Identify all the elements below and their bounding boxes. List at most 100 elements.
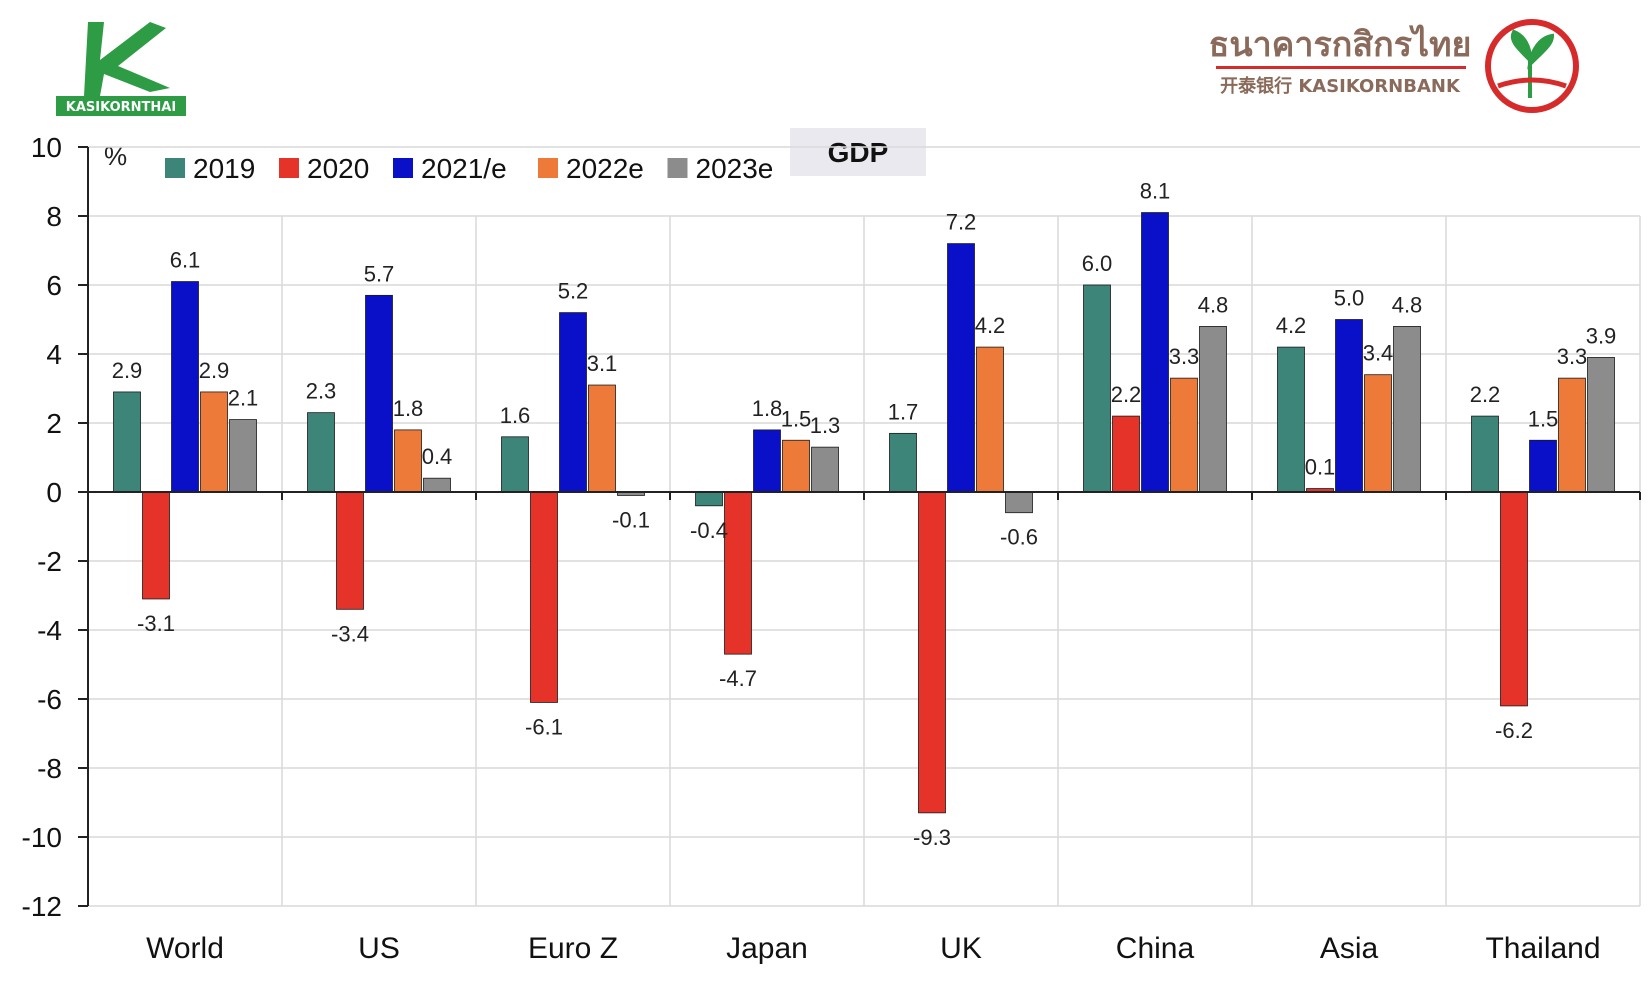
x-tick-label: Thailand	[1485, 932, 1600, 965]
legend-label: 2019	[193, 153, 255, 184]
data-label: 6.0	[1082, 251, 1113, 276]
bar	[1335, 319, 1363, 493]
data-label: 0.4	[422, 444, 453, 469]
data-label: 6.1	[170, 248, 201, 273]
kasikornbank-thai-name: ธนาคารกสิกรไทย	[1209, 24, 1472, 65]
bar	[1558, 377, 1586, 493]
bar	[336, 491, 364, 610]
kasikornthai-logo-text: KASIKORNTHAI	[66, 100, 176, 115]
data-label: 2.9	[199, 358, 230, 383]
bar	[1083, 284, 1111, 493]
y-tick-label: -6	[37, 684, 62, 715]
bar	[113, 391, 141, 493]
data-label: -4.7	[719, 666, 757, 691]
data-label: 1.5	[781, 406, 812, 431]
x-tick-label: Asia	[1320, 932, 1379, 965]
y-tick-label: 0	[46, 477, 62, 508]
bar	[976, 346, 1004, 493]
y-tick-label: -8	[37, 753, 62, 784]
data-label: -3.4	[331, 621, 369, 646]
bars-layer	[113, 212, 1615, 814]
data-label: 2.3	[306, 379, 337, 404]
bar	[1500, 491, 1528, 707]
kasikornthai-logo: KASIKORNTHAI	[56, 22, 186, 116]
bar	[918, 491, 946, 814]
bar	[142, 491, 170, 600]
data-label: 5.2	[558, 279, 589, 304]
chart-title: GDP	[828, 137, 889, 168]
data-label: 1.6	[500, 403, 531, 428]
data-label: 2.2	[1470, 382, 1501, 407]
grid-layer	[88, 146, 1641, 907]
bar	[365, 294, 393, 493]
y-tick-label: -10	[22, 822, 62, 853]
legend-swatch	[538, 158, 558, 178]
x-tick-label: US	[358, 932, 400, 965]
data-label: 7.2	[946, 210, 977, 235]
legend-swatch	[165, 158, 185, 178]
y-tick-label: 10	[31, 132, 62, 163]
bar	[559, 312, 587, 493]
data-label: 3.3	[1169, 344, 1200, 369]
data-label: -0.4	[690, 518, 728, 543]
bar	[1199, 325, 1227, 493]
legend-label: 2023e	[696, 153, 774, 184]
y-tick-label: 8	[46, 201, 62, 232]
data-label: 1.3	[810, 413, 841, 438]
bar	[200, 391, 228, 493]
legend-swatch	[279, 158, 299, 178]
data-label: 2.9	[112, 358, 143, 383]
data-label: -6.1	[525, 714, 563, 739]
data-label: -6.2	[1495, 718, 1533, 743]
bar	[1393, 325, 1421, 493]
chart-title-box	[790, 128, 926, 176]
kasikornbank-sub-name: 开泰银行 KASIKORNBANK	[1220, 75, 1461, 97]
data-label: 1.7	[888, 399, 919, 424]
bar	[1112, 415, 1140, 493]
bar	[724, 491, 752, 655]
data-label: 3.4	[1363, 341, 1394, 366]
kasikornbank-logo: ธนาคารกสิกรไทย 开泰银行 KASIKORNBANK	[1209, 19, 1579, 113]
bar	[501, 436, 529, 493]
data-label: 8.1	[1140, 179, 1171, 204]
x-tick-label: World	[146, 932, 224, 965]
data-label: 5.7	[364, 261, 395, 286]
legend-swatch	[393, 158, 413, 178]
bar	[695, 491, 723, 507]
x-tick-label: Euro Z	[528, 932, 618, 965]
bar	[1471, 415, 1499, 493]
bar	[782, 439, 810, 493]
legend-label: 2021/e	[421, 153, 507, 184]
x-tick-label: Japan	[726, 932, 808, 965]
bar	[229, 419, 257, 493]
legend-label: 2022e	[566, 153, 644, 184]
data-label: 4.2	[1276, 313, 1307, 338]
y-tick-label: -4	[37, 615, 62, 646]
data-label: 5.0	[1334, 286, 1365, 311]
x-tick-label: China	[1116, 932, 1195, 965]
data-label: 4.8	[1392, 292, 1423, 317]
y-tick-label: 2	[46, 408, 62, 439]
data-label: 1.8	[752, 396, 783, 421]
legend: 2019 2020 2021/e 2022e 2023e	[165, 153, 773, 184]
bar	[171, 281, 199, 493]
bar	[947, 243, 975, 493]
bar	[889, 432, 917, 493]
data-label: 4.8	[1198, 292, 1229, 317]
bar	[753, 429, 781, 493]
bar	[1587, 357, 1615, 493]
bar	[394, 429, 422, 493]
data-label: -0.1	[612, 507, 650, 532]
data-label: 1.5	[1528, 406, 1559, 431]
bar	[530, 491, 558, 703]
y-tick-label: -12	[22, 891, 62, 922]
bar	[1141, 212, 1169, 493]
data-label: 2.1	[228, 386, 259, 411]
axis-layer: 10 8 6 4 2 0 -2 -4 -6 -8 -10 -12 World US Euro Z Japan U…	[22, 132, 1641, 965]
bar	[1005, 491, 1033, 514]
data-label: 2.2	[1111, 382, 1142, 407]
bar	[811, 446, 839, 493]
bar	[423, 477, 451, 493]
legend-label: 2020	[307, 153, 369, 184]
bar	[1170, 377, 1198, 493]
